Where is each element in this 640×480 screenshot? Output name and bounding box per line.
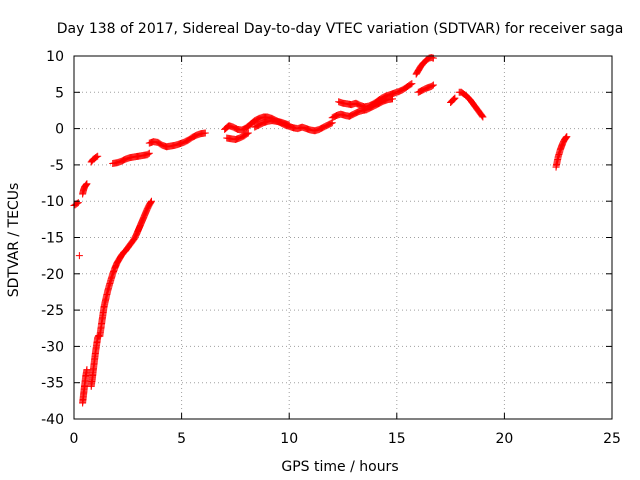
- data-points: [70, 53, 571, 407]
- data-point: [83, 366, 91, 374]
- data-point: [74, 199, 82, 207]
- axes: 0 5 10 15 20 25 -40 -35 -30 -25 -20 -15 -10 -5 0 5 10: [41, 49, 621, 447]
- data-point: [82, 181, 90, 189]
- y-tick-label: -5: [50, 158, 64, 174]
- data-point: [478, 112, 486, 120]
- data-point: [408, 80, 416, 88]
- data-point: [95, 332, 103, 340]
- data-point: [407, 80, 415, 88]
- y-tick-label: -15: [41, 231, 64, 247]
- x-tick-label: 0: [70, 431, 79, 447]
- data-point: [479, 113, 487, 121]
- data-point: [147, 197, 155, 205]
- y-tick-label: -25: [41, 303, 64, 319]
- data-point: [94, 152, 102, 160]
- x-tick-label: 20: [495, 431, 513, 447]
- data-point: [562, 133, 570, 141]
- data-point: [285, 121, 293, 129]
- data-point: [201, 129, 209, 137]
- chart-title: Day 138 of 2017, Sidereal Day-to-day VTE…: [57, 21, 624, 37]
- data-point: [82, 181, 90, 189]
- y-tick-label: -10: [41, 194, 64, 210]
- x-tick-label: 15: [388, 431, 406, 447]
- data-point: [244, 129, 252, 137]
- x-tick-label: 25: [603, 431, 621, 447]
- grid: [74, 56, 612, 419]
- data-point: [451, 94, 459, 102]
- data-point: [562, 134, 570, 142]
- data-point: [93, 153, 101, 161]
- data-point: [243, 130, 251, 138]
- data-point: [450, 95, 458, 103]
- y-tick-label: 0: [55, 122, 64, 138]
- y-tick-label: -35: [41, 376, 64, 392]
- x-tick-label: 5: [177, 431, 186, 447]
- data-point: [147, 198, 155, 206]
- data-point: [83, 180, 91, 188]
- data-point: [145, 149, 153, 157]
- y-tick-label: -40: [41, 412, 64, 428]
- y-tick-label: -20: [41, 267, 64, 283]
- y-axis-label: SDTVAR / TECUs: [6, 183, 22, 298]
- data-point: [563, 133, 571, 141]
- data-point: [429, 81, 437, 89]
- data-point: [428, 82, 436, 90]
- data-point: [146, 199, 154, 207]
- data-point: [327, 119, 335, 127]
- x-axis-label: GPS time / hours: [281, 459, 398, 475]
- x-tick-label: 10: [280, 431, 298, 447]
- y-tick-label: 10: [46, 49, 64, 65]
- y-tick-label: 5: [55, 85, 64, 101]
- y-tick-label: -30: [41, 339, 64, 355]
- data-point: [449, 96, 457, 104]
- data-point: [144, 150, 152, 158]
- data-point: [75, 252, 83, 260]
